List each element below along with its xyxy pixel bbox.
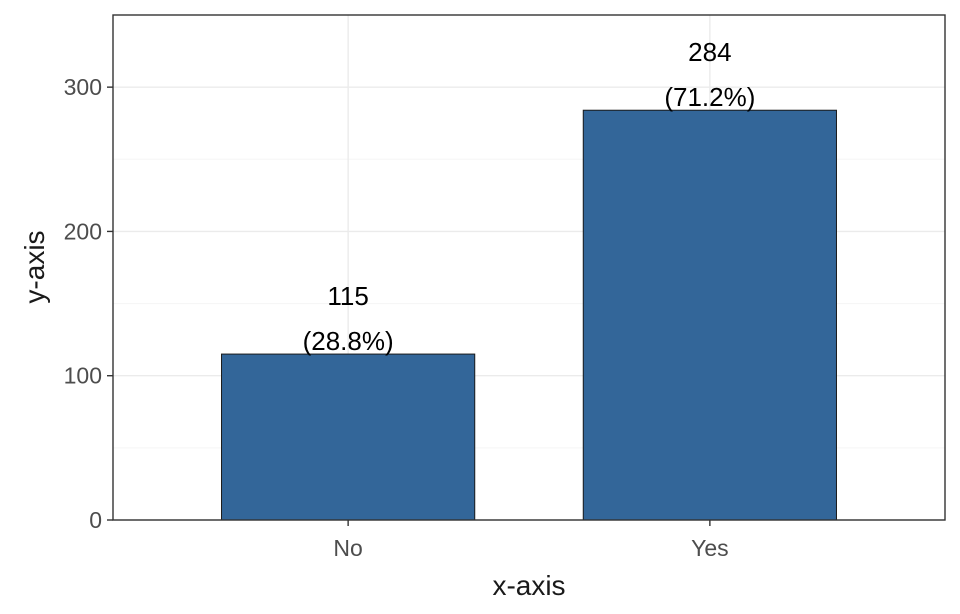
panel-border — [112, 14, 946, 521]
x-tick-label: No — [333, 535, 362, 561]
x-tick-label: Yes — [691, 535, 729, 561]
bar-no — [221, 353, 476, 521]
y-axis-ticks: 0 100 200 300 — [64, 74, 113, 533]
y-tick-label: 0 — [89, 507, 102, 533]
bar-yes — [582, 109, 837, 521]
x-axis-title: x-axis — [492, 570, 565, 601]
data-labels: 115 (28.8%) 284 (71.2%) — [303, 37, 756, 356]
data-label-percent: (28.8%) — [303, 326, 394, 356]
data-label-percent: (71.2%) — [664, 82, 755, 112]
bars — [221, 109, 837, 521]
y-tick-label: 100 — [64, 363, 102, 389]
data-label-count: 115 — [327, 281, 368, 311]
data-label-count: 284 — [688, 37, 731, 67]
y-axis-title: y-axis — [19, 230, 50, 303]
y-tick-label: 300 — [64, 74, 102, 100]
y-tick-label: 200 — [64, 218, 102, 244]
x-axis-ticks: No Yes — [333, 520, 729, 561]
